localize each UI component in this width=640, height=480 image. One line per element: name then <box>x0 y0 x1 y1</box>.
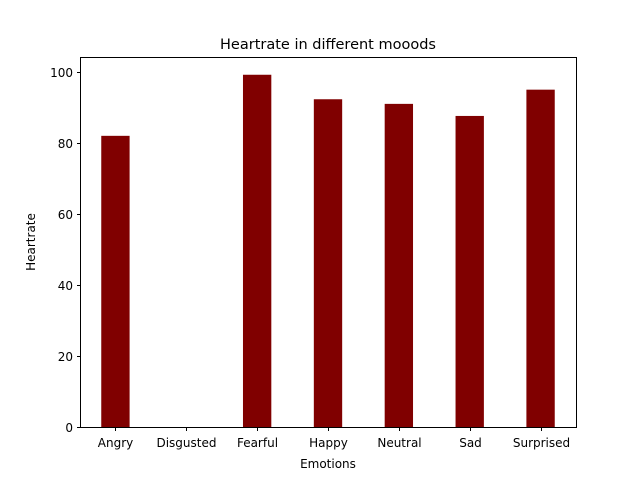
y-tick-label: 0 <box>65 421 73 435</box>
y-tick-label: 20 <box>58 350 73 364</box>
bar-happy <box>313 99 343 427</box>
y-tick-label: 100 <box>50 66 73 80</box>
bar-neutral <box>384 103 414 427</box>
bar-fearful <box>242 74 272 427</box>
y-tick-label: 80 <box>58 137 73 151</box>
bar-sad <box>455 115 484 427</box>
bar-angry <box>101 135 130 428</box>
y-tick-label: 60 <box>58 208 73 222</box>
bar-surprised <box>526 89 555 428</box>
x-tick-label: Disgusted <box>156 436 216 450</box>
x-axis: Angry Disgusted Fearful Happy Neutral Sad Surp… <box>98 427 570 450</box>
x-tick-label: Sad <box>459 436 482 450</box>
bars-group <box>101 74 555 428</box>
x-tick-label: Neutral <box>377 436 421 450</box>
y-axis: 0 20 40 60 80 100 <box>50 66 81 435</box>
x-tick-label: Happy <box>309 436 348 450</box>
x-tick-label: Fearful <box>237 436 278 450</box>
x-axis-label: Emotions <box>300 457 356 471</box>
x-tick-label: Angry <box>98 436 133 450</box>
x-tick-label: Surprised <box>513 436 570 450</box>
chart-title: Heartrate in different mooods <box>220 37 436 53</box>
y-axis-label: Heartrate <box>24 213 38 271</box>
y-tick-label: 40 <box>58 279 73 293</box>
